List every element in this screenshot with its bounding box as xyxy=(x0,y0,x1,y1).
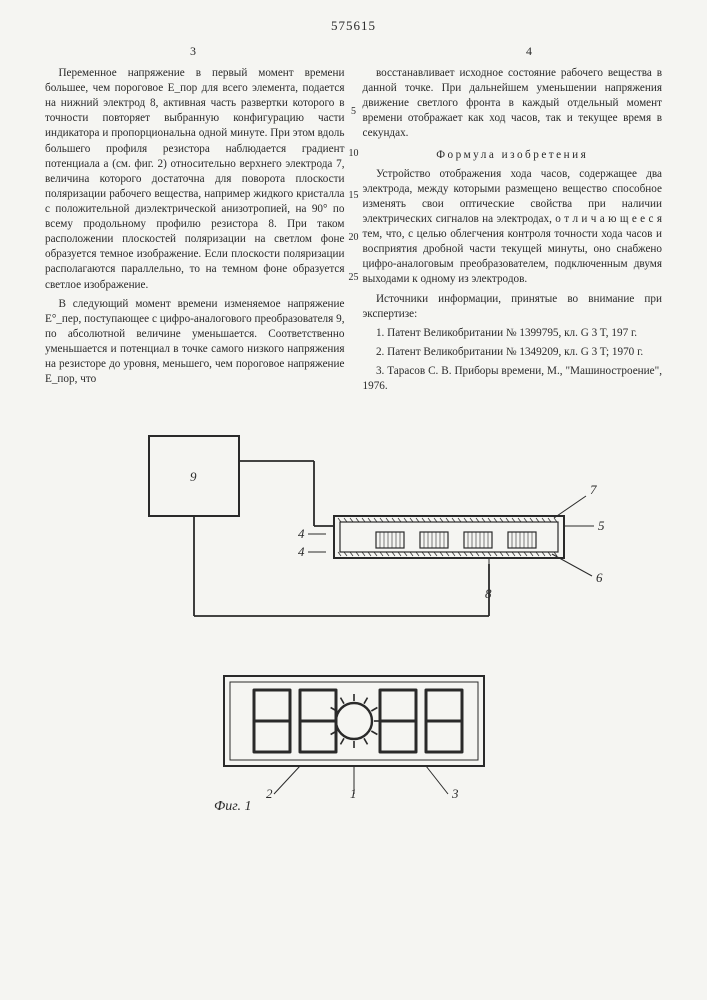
column-right: восстанавливает исходное состояние рабоч… xyxy=(363,66,663,398)
svg-text:6: 6 xyxy=(596,570,603,585)
paragraph: восстанавливает исходное состояние рабоч… xyxy=(363,66,663,142)
svg-text:7: 7 xyxy=(590,482,597,497)
document-number: 575615 xyxy=(331,18,376,34)
line-number-marker: 5 xyxy=(345,106,363,117)
line-number-marker: 20 xyxy=(345,232,363,243)
figure-1: 9 4 4 8 7 5 6 xyxy=(45,426,662,636)
paragraph: В следующий момент времени изменяемое на… xyxy=(45,297,345,388)
figures-area: 9 4 4 8 7 5 6 2 1 3 Фиг. 1 xyxy=(45,426,662,814)
page-number-left: 3 xyxy=(190,44,196,59)
line-number-marker: 15 xyxy=(345,190,363,201)
patent-page: 575615 3 4 510152025 Переменное напряжен… xyxy=(0,0,707,1000)
svg-text:2: 2 xyxy=(266,786,273,801)
svg-text:4: 4 xyxy=(298,526,305,541)
paragraph: Переменное напряжение в первый момент вр… xyxy=(45,66,345,293)
claims-title: Формула изобретения xyxy=(363,148,663,163)
line-number-marker: 10 xyxy=(345,148,363,159)
reference-item: 3. Тарасов С. В. Приборы времени, М., "М… xyxy=(363,364,663,394)
reference-item: 2. Патент Великобритании № 1349209, кл. … xyxy=(363,345,663,360)
reference-item: 1. Патент Великобритании № 1399795, кл. … xyxy=(363,326,663,341)
svg-text:4: 4 xyxy=(298,544,305,559)
svg-text:9: 9 xyxy=(190,469,197,484)
figure-2: 2 1 3 Фиг. 1 xyxy=(45,666,662,814)
svg-text:8: 8 xyxy=(485,586,492,601)
svg-text:1: 1 xyxy=(350,786,357,801)
svg-text:Фиг. 1: Фиг. 1 xyxy=(214,799,252,814)
display-diagram: 2 1 3 Фиг. 1 xyxy=(204,666,504,814)
svg-text:3: 3 xyxy=(451,786,459,801)
svg-text:5: 5 xyxy=(598,518,605,533)
page-number-right: 4 xyxy=(526,44,532,59)
paragraph: Устройство отображения хода часов, содер… xyxy=(363,167,663,288)
schematic-diagram: 9 4 4 8 7 5 6 xyxy=(94,426,614,636)
column-left: Переменное напряжение в первый момент вр… xyxy=(45,66,345,398)
line-number-marker: 25 xyxy=(345,272,363,283)
paragraph: Источники информации, принятые во вниман… xyxy=(363,292,663,322)
